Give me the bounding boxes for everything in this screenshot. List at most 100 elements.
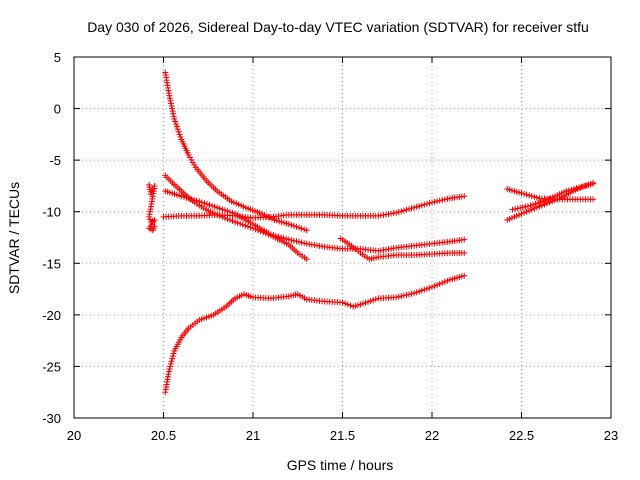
data-point-series-5	[283, 235, 290, 242]
data-point-series-1	[169, 105, 176, 112]
data-point-series-1	[303, 227, 310, 234]
chart-title: Day 030 of 2026, Sidereal Day-to-day VTE…	[87, 19, 589, 35]
data-point-series-9	[538, 202, 545, 209]
data-point-series-2	[461, 272, 468, 279]
data-point-series-5	[278, 234, 285, 241]
data-point-series-1	[173, 121, 180, 128]
data-point-series-5	[196, 198, 203, 205]
data-point-series-3	[423, 200, 430, 207]
data-point-series-4	[234, 219, 241, 226]
grid-lines	[74, 57, 611, 418]
data-point-series-10	[542, 197, 549, 204]
data-point-series-10	[540, 198, 547, 205]
data-point-series-2	[398, 293, 405, 300]
data-point-series-1	[176, 131, 183, 138]
data-point-series-3	[421, 201, 428, 208]
y-tick-label: 5	[54, 50, 61, 65]
data-point-series-5	[178, 193, 185, 200]
data-point-series-1	[298, 225, 305, 232]
data-point-series-5	[267, 231, 274, 238]
data-point-series-1	[258, 210, 265, 217]
x-axis-label: GPS time / hours	[287, 457, 394, 473]
data-point-series-3	[444, 195, 451, 202]
data-point-series-5	[296, 238, 303, 245]
data-point-series-5	[301, 240, 308, 247]
data-point-series-9	[549, 198, 556, 205]
data-point-series-2	[431, 282, 438, 289]
data-point-series-10	[537, 198, 544, 205]
data-point-series-2	[426, 284, 433, 291]
data-point-series-2	[408, 290, 415, 297]
data-point-series-9	[546, 199, 553, 206]
data-point-series-3	[426, 200, 433, 207]
data-point-series-5	[216, 205, 223, 212]
data-point-series-2	[444, 277, 451, 284]
data-point-series-2	[434, 281, 441, 288]
data-point-series-10	[530, 201, 537, 208]
data-point-series-3	[395, 209, 402, 216]
data-point-series-3	[431, 198, 438, 205]
data-point-series-5	[229, 209, 236, 216]
y-tick-label: -5	[49, 153, 61, 168]
data-point-series-1	[290, 222, 297, 229]
y-tick-label: -30	[42, 411, 61, 426]
data-point-series-2	[167, 363, 174, 370]
data-point-series-3	[439, 197, 446, 204]
data-point-series-1	[172, 118, 179, 125]
data-point-series-1	[166, 92, 173, 99]
data-point-series-1	[288, 221, 295, 228]
data-point-series-4	[221, 214, 228, 221]
data-point-series-8	[590, 196, 597, 203]
data-point-series-1	[170, 110, 177, 117]
data-point-series-1	[263, 213, 270, 220]
data-point-series-2	[403, 291, 410, 298]
data-point-series-2	[367, 298, 374, 305]
data-point-series-2	[170, 350, 177, 357]
data-point-series-2	[165, 368, 172, 375]
x-tick-label: 21.5	[330, 428, 355, 443]
data-point-series-10	[517, 204, 524, 211]
data-point-series-5	[293, 238, 300, 245]
data-point-series-10	[512, 206, 519, 213]
data-point-series-5	[224, 208, 231, 215]
data-point-series-10	[514, 205, 521, 212]
data-point-series-10	[519, 204, 526, 211]
data-point-series-4	[226, 216, 233, 223]
data-point-series-9	[531, 205, 538, 212]
data-point-series-8	[518, 190, 525, 197]
data-point-series-10	[524, 203, 531, 210]
data-points	[146, 69, 597, 396]
data-point-series-5	[193, 197, 200, 204]
data-point-series-2	[436, 280, 443, 287]
data-point-series-2	[169, 355, 176, 362]
data-point-series-9	[536, 203, 543, 210]
data-point-series-5	[191, 196, 198, 203]
data-point-series-1	[177, 133, 184, 140]
data-point-series-3	[461, 193, 468, 200]
data-point-series-5	[275, 233, 282, 240]
data-point-series-4	[224, 215, 231, 222]
data-point-series-5	[270, 232, 277, 239]
data-point-series-2	[441, 278, 448, 285]
data-point-series-1	[285, 221, 292, 228]
data-point-series-5	[183, 194, 190, 201]
data-point-series-2	[393, 294, 400, 301]
data-point-series-5	[221, 207, 228, 214]
data-point-series-5	[214, 204, 221, 211]
data-point-series-2	[370, 297, 377, 304]
data-point-series-4	[237, 220, 244, 227]
data-point-series-10	[535, 199, 542, 206]
data-point-series-1	[169, 108, 176, 115]
data-point-series-3	[416, 203, 423, 210]
data-point-series-5	[461, 236, 468, 243]
y-axis-label: SDTVAR / TECUs	[6, 182, 22, 294]
data-point-series-4	[242, 222, 249, 229]
data-point-series-2	[167, 360, 174, 367]
data-point-series-9	[521, 209, 528, 216]
data-point-series-2	[395, 293, 402, 300]
data-point-series-10	[522, 203, 529, 210]
data-point-series-1	[168, 102, 175, 109]
data-point-series-2	[400, 292, 407, 299]
data-point-series-2	[416, 288, 423, 295]
data-point-series-2	[168, 358, 175, 365]
